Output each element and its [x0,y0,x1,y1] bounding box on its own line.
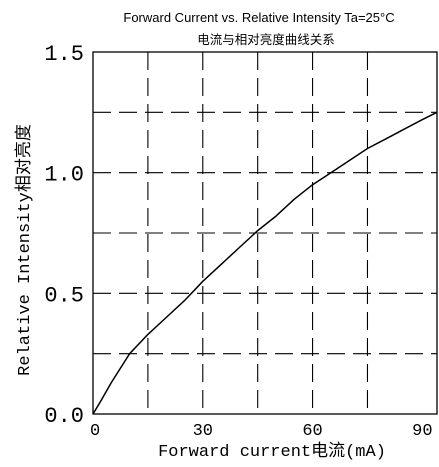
chart-title: Forward Current vs. Relative Intensity T… [123,10,394,25]
chart-subtitle: 电流与相对亮度曲线关系 [197,32,335,47]
x-tick-label: 30 [193,422,213,441]
y-tick-label: 1.0 [44,163,84,188]
series-line-0 [92,111,438,415]
y-tick-label: 1.5 [44,42,84,67]
plot-frame [92,51,438,415]
y-tick-label: 0.5 [44,283,84,308]
x-tick-label: 90 [412,422,432,441]
y-axis-label: Relative Intensity相对亮度 [14,124,35,376]
y-tick-label: 0.0 [44,404,84,429]
x-tick-label: 60 [302,422,322,441]
plot-area: 0.0 0.5 1.0 1.5 0 30 60 90 [44,42,438,441]
x-tick-label: 0 [90,422,100,441]
x-axis-label: Forward current电流(mA) [158,441,386,462]
